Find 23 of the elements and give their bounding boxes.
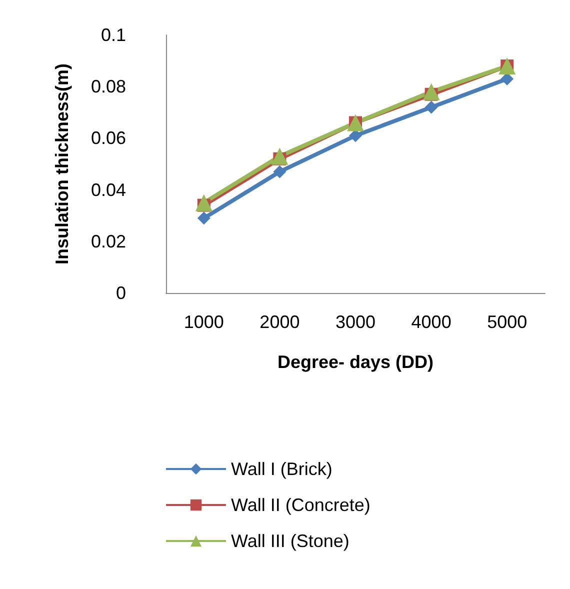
x-tick-label: 5000 (487, 312, 528, 332)
x-axis-title: Degree- days (DD) (277, 352, 434, 372)
y-tick-label: 0 (116, 283, 126, 303)
y-tick-label: 0.04 (90, 180, 126, 200)
point (422, 83, 440, 100)
y-tick-label: 0.08 (90, 76, 126, 97)
point (271, 148, 288, 165)
point (195, 194, 212, 212)
y-tick-label: 0.06 (90, 128, 126, 148)
point (197, 212, 210, 225)
point (273, 165, 286, 178)
legend-label: Wall I (Brick) (231, 459, 332, 479)
y-tick-label: 0.02 (90, 231, 126, 252)
legend-label: Wall III (Stone) (231, 531, 350, 551)
legend-label: Wall II (Concrete) (231, 495, 370, 515)
x-tick-label: 3000 (335, 312, 376, 332)
x-tick-label: 2000 (260, 312, 300, 332)
y-axis-title: Insulation thickness(m) (52, 63, 72, 265)
x-tick-label: 4000 (411, 312, 452, 332)
x-tick-label: 1000 (184, 312, 224, 332)
point (349, 129, 362, 142)
y-tick-label: 0.1 (100, 25, 126, 45)
point (424, 100, 438, 114)
